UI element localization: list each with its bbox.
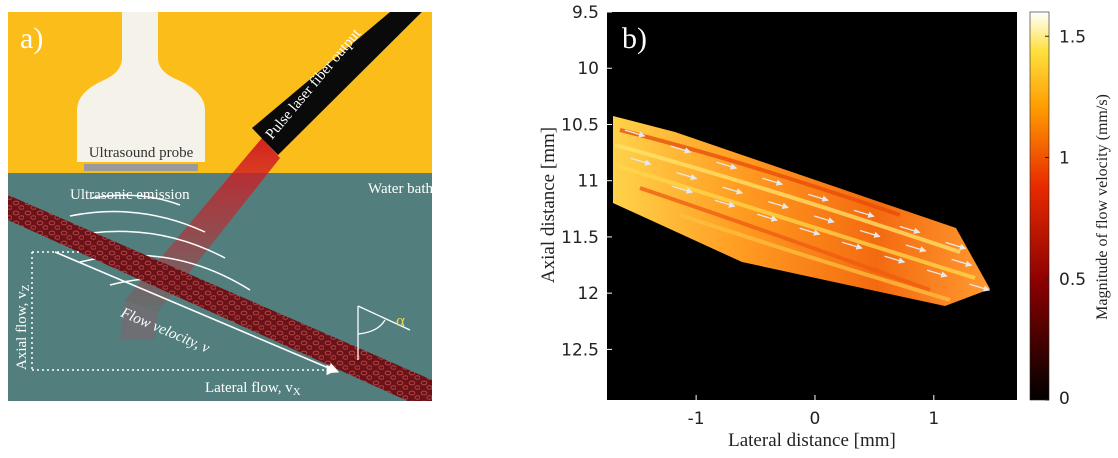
axial-flow-label: Axial flow, vZ [14, 284, 32, 370]
laser-beam-lower [120, 300, 158, 340]
water-bath-label: Water bath [368, 181, 434, 197]
y-tick-label: 12.5 [561, 340, 599, 360]
velocity-vector [670, 145, 692, 154]
laser-fiber [252, 12, 422, 155]
velocity-vector [757, 213, 778, 222]
velocity-vector [945, 241, 967, 250]
y-axis-label: Axial distance [mm] [538, 127, 559, 283]
flow-streaks [614, 128, 976, 302]
y-tick-label: 10 [577, 59, 599, 79]
velocity-vector [899, 225, 921, 234]
blood-vessel [8, 195, 432, 401]
velocity-vector [884, 255, 906, 264]
colorbar-tick-label: 0 [1059, 389, 1070, 409]
colorbar-label: Magnitude of flow velocity (mm/s) [1094, 94, 1111, 320]
x-tick-label: 0 [810, 409, 821, 429]
lateral-flow-text: Lateral flow, v [205, 380, 293, 396]
velocity-vector [813, 215, 835, 224]
velocity-vector [762, 177, 783, 186]
velocity-vector [716, 161, 738, 170]
lateral-flow-label: Lateral flow, vX [205, 380, 301, 398]
velocity-vectors [624, 129, 991, 292]
y-ticks: 9.5 10 10.5 11 11.5 12 12.5 [561, 3, 612, 360]
ultrasound-probe [77, 12, 205, 162]
flow-region [613, 116, 990, 306]
velocity-vector [926, 269, 948, 278]
y-tick-label: 10.5 [561, 115, 599, 135]
velocity-vector [768, 200, 789, 210]
colorbar-tick-label: 0.5 [1059, 270, 1086, 290]
velocity-vector [969, 283, 991, 292]
velocity-vector [905, 244, 927, 253]
axial-flow-sub: Z [20, 284, 32, 291]
svg-text:Axial flow, vZ: Axial flow, vZ [14, 284, 32, 370]
colorbar [1029, 11, 1050, 401]
panel-a-label: a) [20, 22, 43, 55]
velocity-vector [672, 185, 693, 194]
velocity-vector [714, 199, 736, 208]
colorbar-ticks: 0 0.5 1 1.5 [1045, 27, 1086, 409]
emission-label: Ultrasonic emission [70, 187, 190, 203]
axial-flow-text: Axial flow, v [14, 291, 30, 370]
velocity-vector [841, 241, 863, 250]
velocity-vector [676, 172, 698, 181]
x-axis-label: Lateral distance [mm] [728, 430, 896, 451]
y-tick-label: 12 [577, 284, 599, 304]
lateral-flow-sub: X [293, 386, 301, 398]
flow-velocity-arrow [54, 251, 340, 374]
y-tick-label: 11.5 [561, 228, 599, 248]
x-tick-label: 1 [928, 409, 939, 429]
probe-label: Ultrasound probe [89, 145, 194, 161]
x-tick-label: -1 [688, 409, 705, 429]
velocity-vector [624, 129, 646, 138]
angle-label: α [396, 311, 405, 330]
y-tick-label: 11 [577, 172, 599, 192]
probe-face [84, 164, 198, 171]
velocity-vector [799, 227, 821, 236]
velocity-vector [859, 229, 881, 238]
angle-indicator [357, 305, 411, 360]
velocity-vector [951, 258, 973, 267]
velocity-vector [630, 157, 652, 166]
colorbar-tick-label: 1 [1059, 149, 1070, 169]
velocity-vector [722, 186, 744, 195]
panel-b-label: b) [622, 22, 647, 55]
y-tick-label: 9.5 [572, 3, 599, 23]
velocity-vector [807, 193, 829, 202]
x-ticks: -1 0 1 [688, 395, 939, 429]
panel-a [8, 12, 432, 401]
colorbar-tick-label: 1.5 [1059, 27, 1086, 47]
velocity-vector [853, 209, 875, 218]
